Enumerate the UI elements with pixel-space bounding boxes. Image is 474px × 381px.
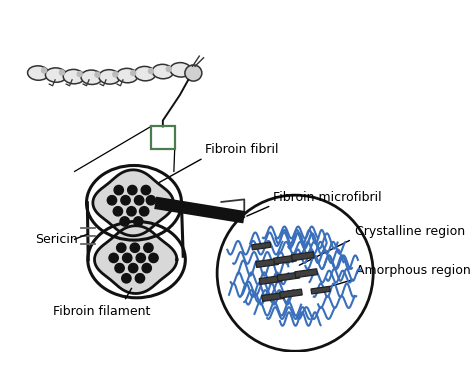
Circle shape xyxy=(142,263,151,273)
Ellipse shape xyxy=(170,62,191,77)
Circle shape xyxy=(95,72,100,77)
Circle shape xyxy=(148,69,154,74)
Polygon shape xyxy=(292,252,314,261)
Ellipse shape xyxy=(27,66,49,80)
Circle shape xyxy=(120,217,129,226)
Text: Crystalline region: Crystalline region xyxy=(355,224,465,238)
Ellipse shape xyxy=(152,64,173,79)
Circle shape xyxy=(146,195,155,205)
Ellipse shape xyxy=(135,66,155,81)
Ellipse shape xyxy=(185,65,202,81)
Text: Sericin: Sericin xyxy=(36,233,78,246)
Circle shape xyxy=(122,274,131,283)
Bar xyxy=(151,126,175,149)
Circle shape xyxy=(217,195,373,351)
Circle shape xyxy=(139,207,149,216)
Polygon shape xyxy=(256,259,279,267)
Circle shape xyxy=(166,66,171,72)
Circle shape xyxy=(149,253,158,263)
Ellipse shape xyxy=(81,70,102,85)
Polygon shape xyxy=(94,226,177,293)
Text: Fibroin microfibril: Fibroin microfibril xyxy=(273,190,382,204)
Text: Fibroin fibril: Fibroin fibril xyxy=(205,143,279,156)
Circle shape xyxy=(128,186,137,195)
Circle shape xyxy=(113,72,118,77)
Circle shape xyxy=(109,253,118,263)
Circle shape xyxy=(114,186,123,195)
Polygon shape xyxy=(295,269,318,278)
Circle shape xyxy=(135,274,145,283)
Circle shape xyxy=(141,186,151,195)
Text: Fibroin filament: Fibroin filament xyxy=(53,304,150,318)
Circle shape xyxy=(113,207,123,216)
Circle shape xyxy=(134,217,143,226)
Polygon shape xyxy=(273,255,296,264)
Circle shape xyxy=(135,195,144,205)
Circle shape xyxy=(127,207,136,216)
Polygon shape xyxy=(277,272,300,281)
Polygon shape xyxy=(93,170,173,236)
Circle shape xyxy=(144,243,153,253)
Polygon shape xyxy=(280,289,302,298)
Ellipse shape xyxy=(117,68,138,83)
Circle shape xyxy=(123,253,132,263)
Polygon shape xyxy=(259,275,282,285)
Circle shape xyxy=(107,195,117,205)
Circle shape xyxy=(77,72,82,77)
Circle shape xyxy=(42,68,46,73)
Circle shape xyxy=(131,70,136,75)
Circle shape xyxy=(136,253,146,263)
Ellipse shape xyxy=(46,68,66,82)
Ellipse shape xyxy=(99,70,120,84)
Ellipse shape xyxy=(63,69,84,84)
Circle shape xyxy=(130,243,139,253)
Polygon shape xyxy=(262,293,284,301)
Polygon shape xyxy=(311,287,330,294)
Circle shape xyxy=(128,263,138,273)
Circle shape xyxy=(115,263,124,273)
Text: Amorphous region: Amorphous region xyxy=(356,264,471,277)
Circle shape xyxy=(59,70,64,75)
Circle shape xyxy=(121,195,130,205)
Circle shape xyxy=(117,243,126,253)
Polygon shape xyxy=(252,242,271,250)
